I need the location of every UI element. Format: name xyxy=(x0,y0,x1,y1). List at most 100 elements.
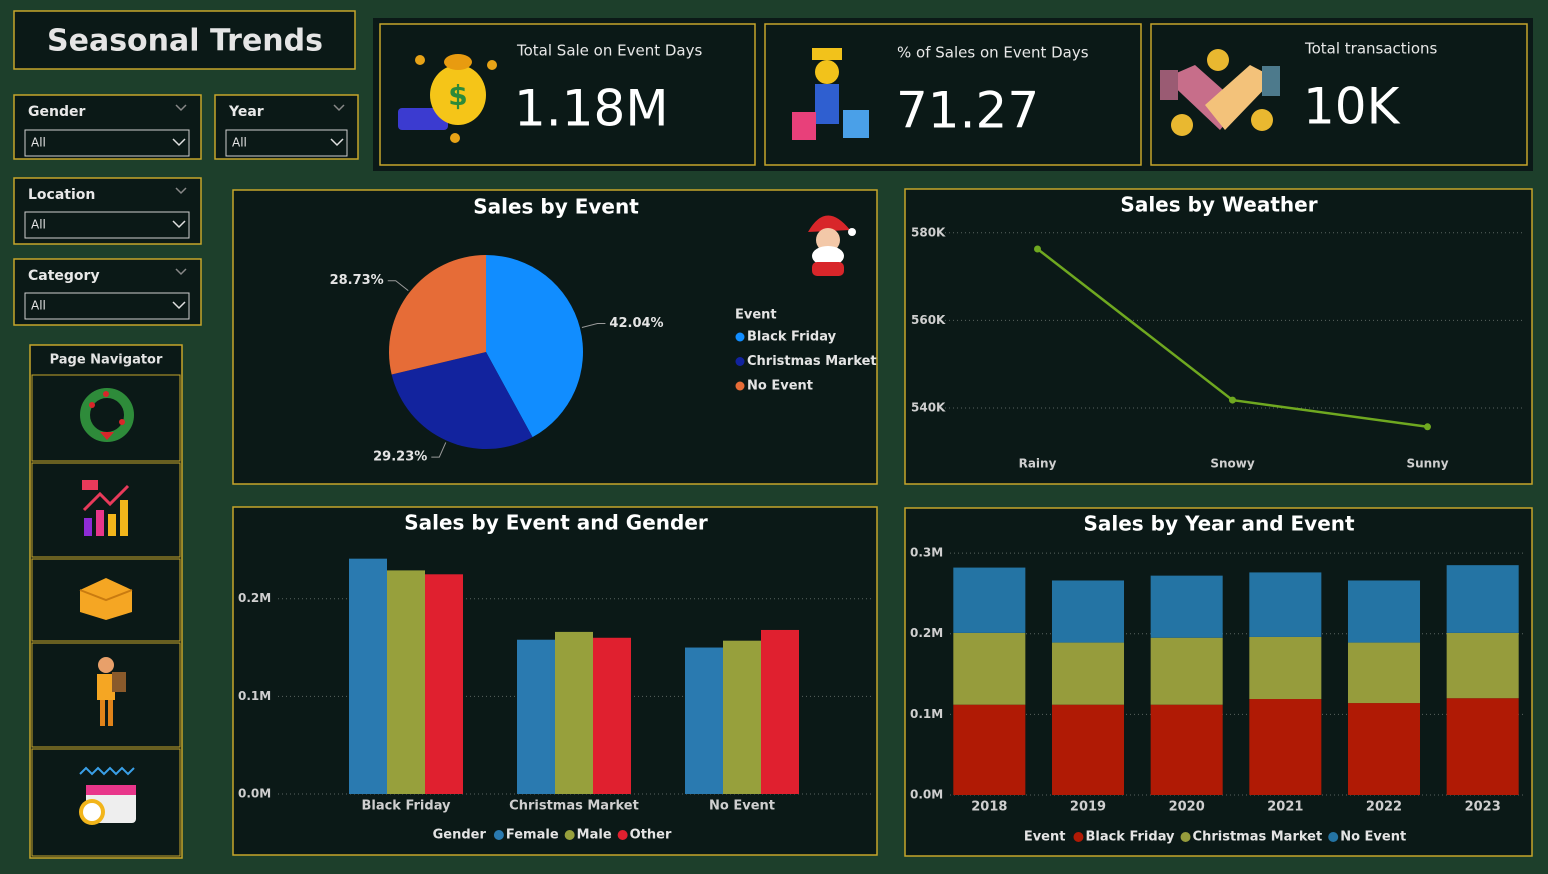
leader-line xyxy=(387,280,409,292)
bar xyxy=(685,647,723,794)
bar xyxy=(517,639,555,794)
money-bag-icon: $ xyxy=(398,54,497,143)
legend-swatch xyxy=(564,830,575,840)
calendar-icon xyxy=(79,766,136,825)
dropdown-chevron xyxy=(172,220,186,229)
dropdown[interactable] xyxy=(24,292,190,320)
legend-swatch xyxy=(1073,832,1084,842)
dropdown-value: All xyxy=(31,136,46,150)
title-box xyxy=(13,10,356,70)
bar xyxy=(349,558,387,794)
y-tick-label: 580K xyxy=(911,225,946,239)
bar-segment xyxy=(1150,637,1223,705)
bar xyxy=(387,570,425,794)
slicer-chevron xyxy=(175,104,187,112)
legend-swatch xyxy=(735,381,745,391)
bar-segment xyxy=(1347,580,1421,643)
chart-title: Sales by Weather xyxy=(1120,193,1317,217)
leader-line xyxy=(581,323,606,328)
legend-title: Event xyxy=(735,308,777,323)
growth-icon xyxy=(82,480,130,536)
chart-panel xyxy=(904,188,1533,485)
svg-text:$: $ xyxy=(448,79,467,112)
legend-label: Male xyxy=(577,828,612,843)
y-tick-label: 0.0M xyxy=(238,787,271,801)
dropdown[interactable] xyxy=(24,211,190,239)
bar xyxy=(425,574,463,794)
x-tick-label: 2022 xyxy=(1366,800,1402,815)
bar-segment xyxy=(953,632,1026,705)
kpi-label: % of Sales on Event Days xyxy=(897,44,1089,62)
nav-button[interactable] xyxy=(31,462,181,558)
dropdown-value: All xyxy=(31,299,46,313)
x-tick-label: Rainy xyxy=(1019,457,1057,471)
legend-title: Event xyxy=(1024,830,1066,845)
x-tick-label: 2019 xyxy=(1070,800,1106,815)
y-tick-label: 540K xyxy=(911,400,946,414)
legend-swatch xyxy=(735,357,745,366)
bar-segment xyxy=(1249,636,1322,700)
pie-slice xyxy=(486,255,583,438)
bar-segment xyxy=(1347,642,1421,704)
bar-segment xyxy=(1150,575,1223,638)
pie-slice xyxy=(391,352,533,449)
y-tick-label: 0.1M xyxy=(238,689,271,703)
kpi-value: 1.18M xyxy=(514,80,668,138)
bar-segment xyxy=(1150,704,1223,795)
x-tick-label: 2023 xyxy=(1465,800,1501,815)
kpi-value: 10K xyxy=(1303,78,1401,136)
kpi-value: 71.27 xyxy=(896,82,1039,140)
dropdown-value: All xyxy=(232,136,247,150)
chart-title: Sales by Event xyxy=(473,195,639,219)
bar-segment xyxy=(1249,699,1322,795)
kpi-label: Total Sale on Event Days xyxy=(516,42,702,60)
x-tick-label: 2021 xyxy=(1267,800,1303,815)
y-tick-label: 560K xyxy=(911,313,946,327)
slicer xyxy=(13,94,202,160)
line-point xyxy=(1034,245,1041,253)
data-label: 29.23% xyxy=(373,450,427,465)
dropdown[interactable] xyxy=(24,129,190,157)
x-tick-label: 2018 xyxy=(971,800,1007,815)
handshake-icon xyxy=(1160,49,1280,136)
line-point xyxy=(1424,423,1431,431)
legend-label: Black Friday xyxy=(747,330,837,345)
bar-segment xyxy=(1446,632,1519,699)
page-title: Seasonal Trends xyxy=(47,24,323,59)
legend-swatch xyxy=(1328,832,1339,842)
bar-segment xyxy=(953,567,1026,633)
slicer-label: Year xyxy=(228,104,264,120)
package-icon xyxy=(79,578,133,620)
slicer-label: Category xyxy=(28,268,100,284)
slicer-chevron xyxy=(175,187,187,195)
legend: Event Black Friday Christmas Market No Even… xyxy=(1024,830,1406,845)
investor-icon xyxy=(792,48,869,140)
y-tick-label: 0.0M xyxy=(910,788,943,802)
y-tick-label: 0.3M xyxy=(910,546,943,560)
y-tick-label: 0.1M xyxy=(910,707,943,721)
bar-segment xyxy=(953,704,1026,795)
courier-icon xyxy=(97,657,126,726)
bar-segment xyxy=(1051,580,1125,643)
chart-title: Sales by Event and Gender xyxy=(404,511,708,535)
legend-swatch xyxy=(493,830,504,840)
legend-swatch xyxy=(617,830,628,840)
kpi-label: Total transactions xyxy=(1304,40,1438,58)
x-tick-label: Sunny xyxy=(1406,457,1448,471)
y-tick-label: 0.2M xyxy=(910,626,943,640)
legend-swatch xyxy=(735,332,745,342)
x-tick-label: 2020 xyxy=(1169,800,1205,815)
x-tick-label: Snowy xyxy=(1210,457,1255,471)
bar-segment xyxy=(1051,704,1125,795)
bar xyxy=(723,640,761,794)
nav-button[interactable] xyxy=(31,374,181,462)
slicer-chevron xyxy=(333,104,345,112)
slicer xyxy=(13,177,202,245)
data-label: 28.73% xyxy=(330,273,384,288)
pie-slice xyxy=(389,255,486,375)
slicer xyxy=(13,258,202,326)
wreath-icon xyxy=(80,388,134,442)
bar-segment xyxy=(1347,703,1421,795)
dropdown[interactable] xyxy=(225,129,348,157)
